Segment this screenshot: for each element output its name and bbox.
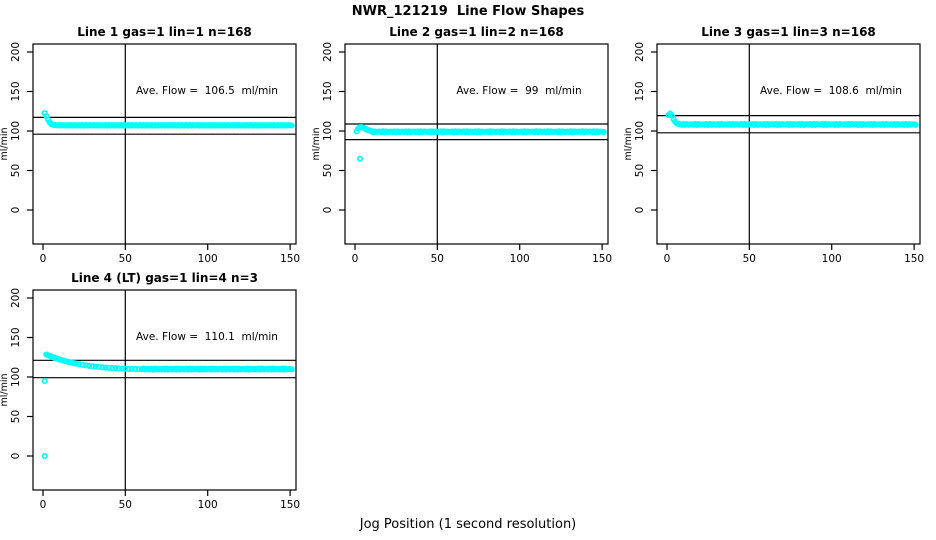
svg-text:0: 0 <box>40 499 47 511</box>
svg-text:50: 50 <box>10 410 22 423</box>
svg-text:200: 200 <box>322 42 334 62</box>
page-title: NWR_121219 Line Flow Shapes <box>351 4 585 19</box>
subplot-line-1: 0 50 100 150 200 0 50 100 150 ml/min Line 1 gas=1… <box>0 24 312 270</box>
subplot-line-2: 0 50 100 150 200 0 50 100 150 ml/min Line 2 gas=1… <box>312 24 624 270</box>
svg-text:150: 150 <box>904 253 924 265</box>
svg-text:200: 200 <box>10 42 22 62</box>
chart-canvas-line-1: 0 50 100 150 200 0 50 100 150 ml/min <box>0 42 300 265</box>
data-points <box>41 351 295 460</box>
plot-frame <box>344 43 609 245</box>
y-axis-title: ml/min <box>0 373 10 406</box>
plot-frame <box>32 289 297 491</box>
svg-text:200: 200 <box>10 288 22 308</box>
svg-text:50: 50 <box>634 164 646 177</box>
svg-text:150: 150 <box>10 81 22 101</box>
svg-text:100: 100 <box>10 121 22 141</box>
svg-text:150: 150 <box>280 499 300 511</box>
ave-flow-annotation: Ave. Flow = 110.1 ml/min <box>136 331 278 343</box>
svg-text:50: 50 <box>119 253 132 265</box>
data-points <box>665 110 919 128</box>
svg-text:0: 0 <box>10 453 22 460</box>
ave-flow-annotation: Ave. Flow = 106.5 ml/min <box>136 85 278 97</box>
chart-canvas-line-3: 0 50 100 150 200 0 50 100 150 ml/min <box>624 42 924 265</box>
svg-text:200: 200 <box>634 42 646 62</box>
y-axis-ticks: 0 50 100 150 200 <box>322 42 345 213</box>
svg-text:0: 0 <box>634 207 646 214</box>
svg-text:0: 0 <box>664 253 671 265</box>
subplot-title: Line 1 gas=1 lin=1 n=168 <box>77 25 252 39</box>
ave-flow-annotation: Ave. Flow = 108.6 ml/min <box>760 85 902 97</box>
svg-text:0: 0 <box>10 207 22 214</box>
svg-text:100: 100 <box>198 253 218 265</box>
y-axis-title: ml/min <box>312 127 322 160</box>
svg-text:0: 0 <box>352 253 359 265</box>
plot-frame <box>656 43 921 245</box>
y-axis-title: ml/min <box>624 127 634 160</box>
x-axis-ticks: 0 50 100 150 <box>352 244 612 265</box>
svg-text:100: 100 <box>198 499 218 511</box>
subplot-title: Line 4 (LT) gas=1 lin=4 n=3 <box>71 271 258 285</box>
svg-text:100: 100 <box>10 367 22 387</box>
svg-text:50: 50 <box>10 164 22 177</box>
data-points <box>353 124 607 162</box>
plot-frame <box>32 43 297 245</box>
x-axis-ticks: 0 50 100 150 <box>664 244 924 265</box>
subplot-line-3: 0 50 100 150 200 0 50 100 150 ml/min Line 3 gas=1… <box>624 24 936 270</box>
x-axis-ticks: 0 50 100 150 <box>40 490 300 511</box>
svg-text:100: 100 <box>822 253 842 265</box>
svg-text:150: 150 <box>280 253 300 265</box>
y-axis-ticks: 0 50 100 150 200 <box>10 42 33 213</box>
subplot-title: Line 2 gas=1 lin=2 n=168 <box>389 25 564 39</box>
chart-canvas-line-2: 0 50 100 150 200 0 50 100 150 ml/min <box>312 42 612 265</box>
svg-text:0: 0 <box>322 207 334 214</box>
y-axis-ticks: 0 50 100 150 200 <box>634 42 657 213</box>
svg-text:50: 50 <box>322 164 334 177</box>
chart-canvas-line-4: 0 50 100 150 200 0 50 100 150 ml/min <box>0 288 300 511</box>
data-points <box>41 110 295 129</box>
y-axis-title: ml/min <box>0 127 10 160</box>
svg-text:100: 100 <box>322 121 334 141</box>
x-axis-title: Jog Position (1 second resolution) <box>359 517 577 532</box>
svg-text:100: 100 <box>510 253 530 265</box>
ave-flow-annotation: Ave. Flow = 99 ml/min <box>456 85 582 97</box>
svg-text:150: 150 <box>322 81 334 101</box>
svg-text:100: 100 <box>634 121 646 141</box>
svg-text:50: 50 <box>119 499 132 511</box>
y-axis-ticks: 0 50 100 150 200 <box>10 288 33 459</box>
subplot-title: Line 3 gas=1 lin=3 n=168 <box>701 25 876 39</box>
subplot-line-4: 0 50 100 150 200 0 50 100 150 ml/min Line 4 (LT) … <box>0 270 312 516</box>
svg-text:150: 150 <box>634 81 646 101</box>
x-axis-ticks: 0 50 100 150 <box>40 244 300 265</box>
svg-text:150: 150 <box>10 327 22 347</box>
svg-text:150: 150 <box>592 253 612 265</box>
svg-text:50: 50 <box>743 253 756 265</box>
svg-text:50: 50 <box>431 253 444 265</box>
svg-text:0: 0 <box>40 253 47 265</box>
